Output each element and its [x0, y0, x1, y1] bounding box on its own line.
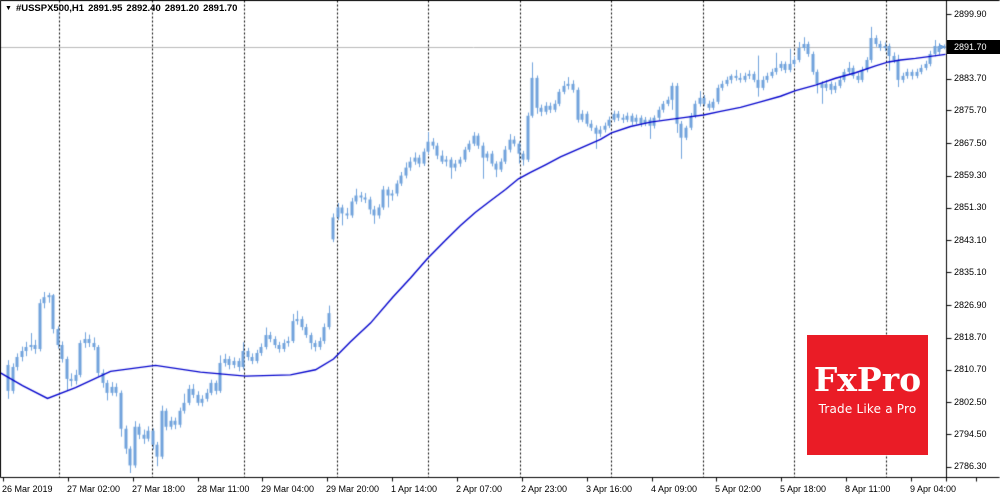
price-tick-label: 2826.90 [954, 299, 987, 310]
ohlc-high: 2892.40 [126, 3, 161, 14]
fxpro-logo-tagline: Trade Like a Pro [818, 402, 917, 416]
symbol-dropdown-icon[interactable]: ▼ [5, 5, 12, 12]
time-tick-label: 4 Apr 09:00 [651, 484, 698, 494]
price-tick-label: 2843.10 [954, 234, 987, 245]
time-tick-label: 5 Apr 02:00 [715, 484, 762, 494]
time-tick-label: 28 Mar 11:00 [197, 484, 250, 494]
time-tick-label: 2 Apr 23:00 [521, 484, 568, 494]
ohlc-low: 2891.20 [164, 3, 200, 14]
price-tick-label: 2835.10 [954, 266, 987, 277]
last-price-arrow-icon [939, 44, 946, 50]
price-tick-label: 2899.90 [954, 8, 987, 19]
time-tick-label: 2 Apr 07:00 [456, 484, 503, 494]
price-tick-label: 2851.30 [954, 202, 987, 213]
time-tick-label: 3 Apr 16:00 [586, 484, 633, 494]
symbol-period-label: #USSPX500,H1 [15, 3, 85, 14]
ohlc-open: 2891.95 [88, 3, 123, 14]
time-tick-label: 29 Mar 20:00 [326, 484, 380, 494]
fxpro-logo-title: FxPro [813, 360, 922, 399]
price-tick-label: 2818.70 [954, 332, 987, 343]
ohlc-close: 2891.70 [203, 3, 238, 14]
price-tick-label: 2794.50 [954, 428, 987, 439]
time-tick-label: 29 Mar 04:00 [261, 484, 315, 494]
time-tick-label: 1 Apr 14:00 [391, 484, 438, 494]
time-tick-label: 26 Mar 2019 [2, 484, 53, 494]
price-tick-label: 2867.50 [954, 137, 987, 148]
time-tick-label: 27 Mar 18:00 [132, 484, 186, 494]
price-tick-label: 2786.30 [954, 461, 987, 472]
time-tick-label: 8 Apr 11:00 [845, 484, 891, 494]
time-tick-label: 9 Apr 04:00 [910, 484, 957, 494]
chart-header: ▼ #USSPX500,H1 2891.95 2892.40 2891.20 2… [5, 3, 237, 14]
time-tick-label: 27 Mar 02:00 [67, 484, 121, 494]
price-tick-label: 2883.70 [954, 73, 987, 84]
current-price-badge: 2891.70 [947, 40, 1000, 54]
price-tick-label: 2802.50 [954, 396, 987, 407]
price-tick-label: 2875.70 [954, 104, 987, 115]
fxpro-logo: FxPro Trade Like a Pro [807, 335, 928, 455]
time-tick-label: 5 Apr 18:00 [780, 484, 827, 494]
price-tick-label: 2810.70 [954, 364, 987, 375]
price-tick-label: 2859.30 [954, 170, 987, 181]
